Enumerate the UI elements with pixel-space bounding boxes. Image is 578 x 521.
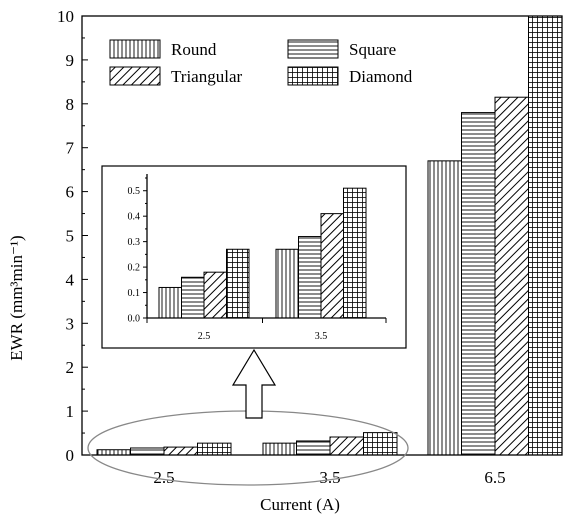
x-tick-label: 2.5 bbox=[153, 468, 174, 487]
up-arrow-icon bbox=[231, 348, 277, 419]
inset-axes: 0.0 0.1 0.2 0.3 0.4 0.5 2.5 3.5 bbox=[128, 174, 387, 342]
y-tick-label: 1 bbox=[66, 402, 75, 421]
legend-swatch-triangular bbox=[109, 66, 161, 86]
inset-bar-round-2-5 bbox=[158, 286, 182, 319]
bar-square-6-5 bbox=[461, 112, 496, 456]
inset-x-tick-label: 2.5 bbox=[198, 331, 211, 342]
legend: Round Square Triangular Diamond bbox=[109, 39, 413, 86]
y-tick-label: 3 bbox=[66, 314, 75, 333]
x-tick-label: 6.5 bbox=[484, 468, 505, 487]
bar-diamond-2-5 bbox=[197, 442, 232, 456]
legend-label-square: Square bbox=[349, 40, 396, 59]
inset-y-tick-label: 0.4 bbox=[128, 212, 141, 223]
inset-x-tick-label: 3.5 bbox=[315, 331, 328, 342]
bar-square-3-5 bbox=[296, 440, 331, 456]
bar-diamond-6-5 bbox=[528, 15, 563, 456]
bar-diamond-3-5 bbox=[363, 432, 398, 456]
inset-y-tick-label: 0.5 bbox=[128, 186, 141, 197]
bar-round-3-5 bbox=[262, 442, 297, 456]
x-axis-title: Current (A) bbox=[260, 495, 340, 514]
inset-y-tick-label: 0.1 bbox=[128, 288, 141, 299]
y-tick-label: 8 bbox=[66, 95, 75, 114]
bar-triangular-6-5 bbox=[494, 96, 529, 456]
y-tick-label: 5 bbox=[66, 227, 75, 246]
inset-y-tick-label: 0.3 bbox=[128, 237, 141, 248]
bar-triangular-3-5 bbox=[329, 436, 364, 456]
y-tick-label: 4 bbox=[66, 270, 75, 289]
inset-bar-square-3-5 bbox=[298, 236, 322, 319]
legend-swatch-diamond bbox=[287, 66, 339, 86]
legend-label-triangular: Triangular bbox=[171, 67, 242, 86]
inset-y-tick-label: 0.0 bbox=[128, 314, 141, 325]
inset-bar-round-3-5 bbox=[275, 248, 299, 319]
legend-label-diamond: Diamond bbox=[349, 67, 413, 86]
main-bars bbox=[96, 15, 563, 456]
inset-bar-triangular-2-5 bbox=[203, 271, 227, 319]
legend-swatch-square bbox=[287, 39, 339, 59]
bar-round-6-5 bbox=[427, 160, 462, 456]
y-tick-label: 0 bbox=[66, 446, 75, 465]
legend-label-round: Round bbox=[171, 40, 217, 59]
y-tick-label: 7 bbox=[66, 139, 75, 158]
inset-y-tick-label: 0.2 bbox=[128, 263, 141, 274]
y-axis-title: EWR (mm³min⁻¹) bbox=[7, 235, 26, 360]
y-tick-label: 10 bbox=[57, 7, 74, 26]
legend-swatch-round bbox=[109, 39, 161, 59]
inset-bars bbox=[158, 187, 367, 319]
y-tick-label: 2 bbox=[66, 358, 75, 377]
bar-triangular-2-5 bbox=[163, 446, 198, 456]
y-tick-label: 6 bbox=[66, 183, 75, 202]
bar-round-2-5 bbox=[96, 449, 131, 456]
x-tick-label: 3.5 bbox=[319, 468, 340, 487]
inset-bar-diamond-3-5 bbox=[343, 187, 367, 319]
inset-bar-diamond-2-5 bbox=[226, 248, 250, 319]
main-axes: 0 1 2 3 4 5 6 7 8 9 10 2.5 3.5 6.5 bbox=[57, 7, 563, 487]
inset-bar-triangular-3-5 bbox=[320, 213, 344, 319]
inset-bar-square-2-5 bbox=[181, 276, 205, 319]
y-tick-label: 9 bbox=[66, 51, 75, 70]
bar-square-2-5 bbox=[130, 447, 165, 456]
